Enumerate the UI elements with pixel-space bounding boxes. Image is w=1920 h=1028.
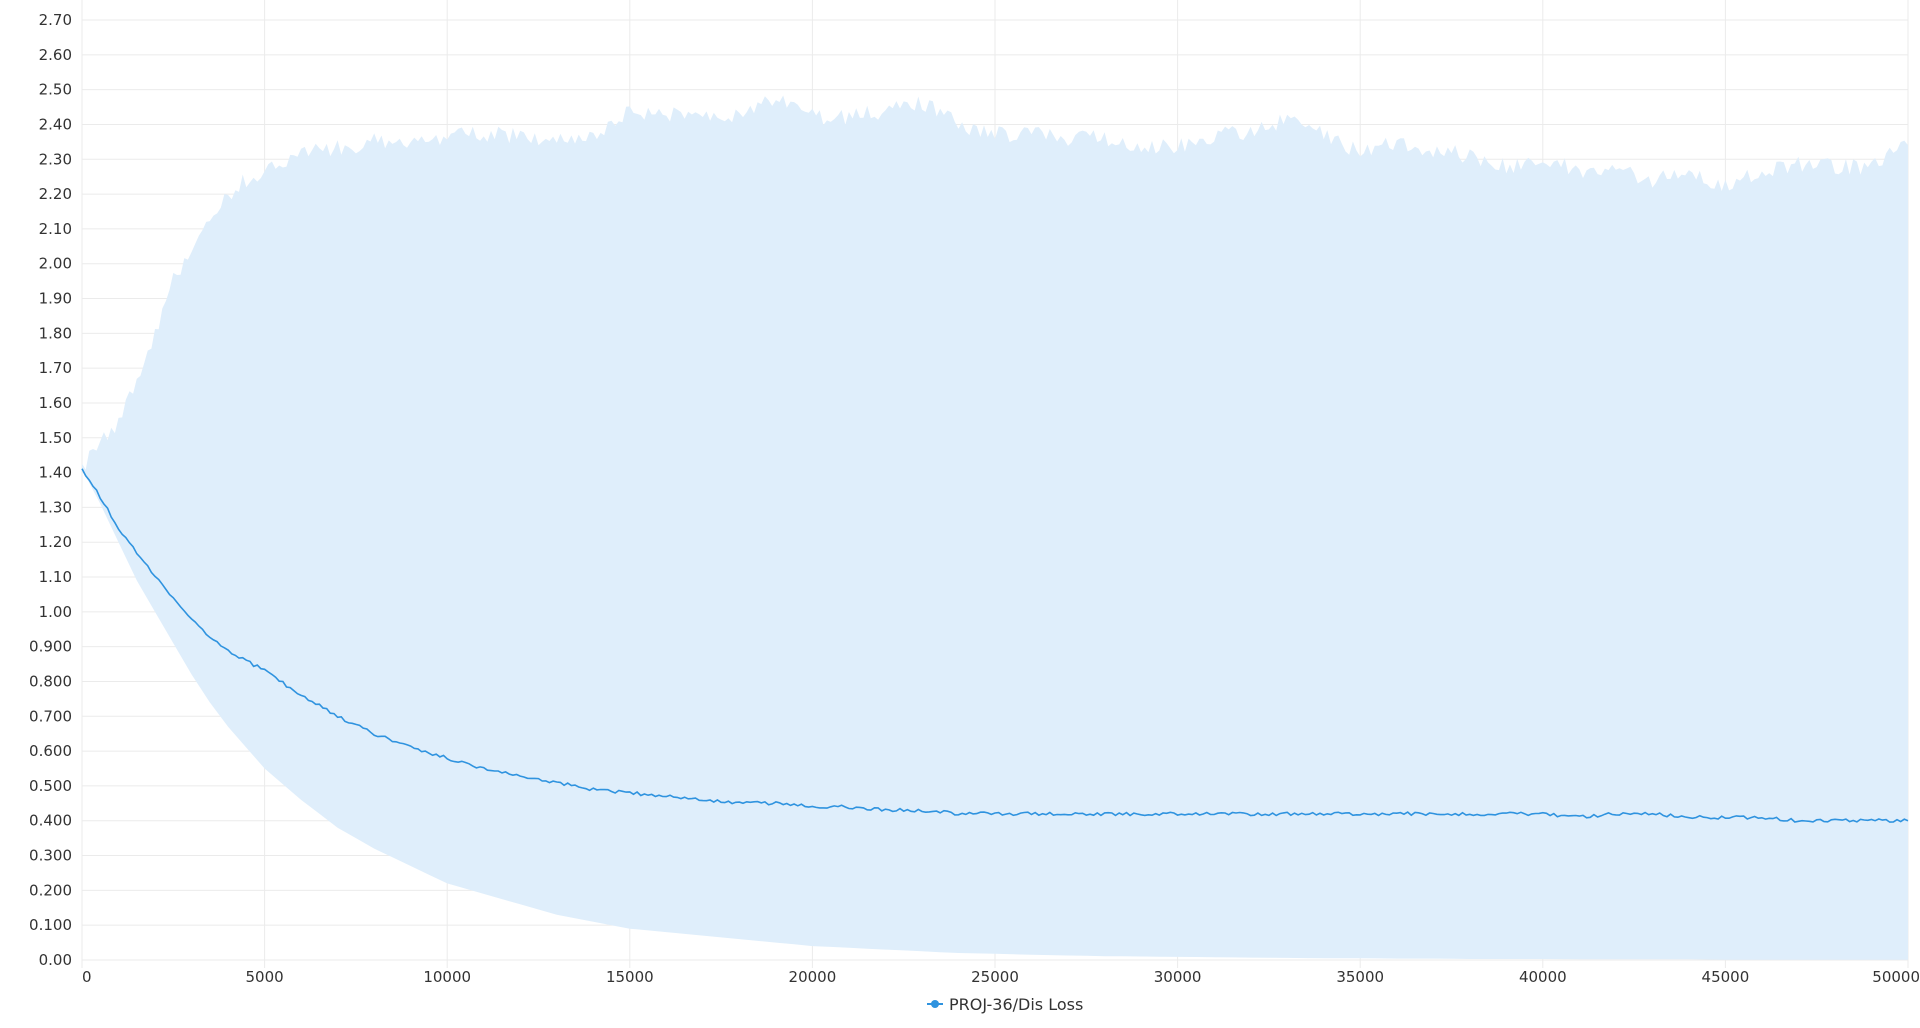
legend[interactable]: PROJ-36/Dis Loss	[927, 995, 1083, 1014]
y-tick-label: 0.100	[29, 916, 72, 934]
x-tick-label: 50000	[1872, 968, 1920, 986]
y-tick-label: 1.10	[39, 568, 72, 586]
y-tick-label: 0.500	[29, 777, 72, 795]
y-tick-label: 2.60	[39, 46, 72, 64]
y-tick-label: 2.30	[39, 150, 72, 168]
x-tick-label: 40000	[1519, 968, 1567, 986]
x-tick-label: 45000	[1702, 968, 1750, 986]
y-tick-label: 1.30	[39, 498, 72, 516]
x-tick-label: 15000	[606, 968, 654, 986]
y-tick-label: 1.90	[39, 290, 72, 308]
y-tick-label: 2.10	[39, 220, 72, 238]
y-tick-label: 0.400	[29, 812, 72, 830]
legend-marker-icon	[931, 1000, 939, 1008]
y-tick-label: 0.800	[29, 672, 72, 690]
y-axis: 0.00 0.100 0.200 0.300 0.400 0.500 0.600 0.700 0…	[29, 11, 72, 969]
y-tick-label: 0.200	[29, 881, 72, 899]
x-axis: 0 5000 10000 15000 20000 25000 30000 35000 40000…	[82, 968, 1920, 986]
y-tick-label: 2.70	[39, 11, 72, 29]
y-tick-label: 2.40	[39, 115, 72, 133]
y-tick-label: 0.600	[29, 742, 72, 760]
y-tick-label: 0.300	[29, 847, 72, 865]
x-tick-label: 30000	[1154, 968, 1202, 986]
y-tick-label: 1.60	[39, 394, 72, 412]
y-tick-label: 1.20	[39, 533, 72, 551]
x-tick-label: 25000	[971, 968, 1019, 986]
y-tick-label: 1.80	[39, 324, 72, 342]
series-line[interactable]	[81, 468, 1909, 823]
y-tick-label: 1.50	[39, 429, 72, 447]
range-band	[82, 95, 1908, 960]
series-lines	[81, 468, 1909, 823]
series-range-band	[82, 95, 1908, 960]
y-tick-label: 2.20	[39, 185, 72, 203]
x-tick-label: 20000	[789, 968, 837, 986]
y-tick-label: 2.00	[39, 255, 72, 273]
y-tick-label: 0.00	[39, 951, 72, 969]
y-tick-label: 1.00	[39, 603, 72, 621]
x-tick-label: 5000	[246, 968, 284, 986]
x-tick-label: 35000	[1336, 968, 1384, 986]
y-tick-label: 0.700	[29, 707, 72, 725]
y-tick-label: 2.50	[39, 81, 72, 99]
x-tick-label: 10000	[423, 968, 471, 986]
y-tick-label: 1.70	[39, 359, 72, 377]
legend-label: PROJ-36/Dis Loss	[949, 995, 1083, 1014]
y-tick-label: 1.40	[39, 464, 72, 482]
y-tick-label: 0.900	[29, 638, 72, 656]
legend-item[interactable]: PROJ-36/Dis Loss	[927, 995, 1083, 1014]
x-tick-label: 0	[82, 968, 92, 986]
